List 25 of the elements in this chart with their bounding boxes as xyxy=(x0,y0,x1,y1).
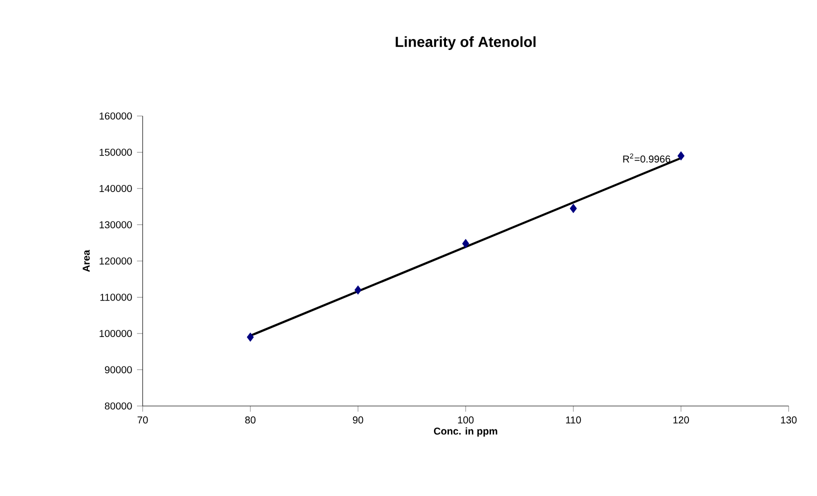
y-tick-label: 120000 xyxy=(100,257,132,265)
x-tick-label: 110 xyxy=(566,416,581,424)
y-tick-label: 110000 xyxy=(100,294,132,301)
x-tick-label: 80 xyxy=(245,416,256,424)
y-tick-label: 90000 xyxy=(104,366,132,374)
y-tick-label: 140000 xyxy=(100,184,132,192)
annotation: R$^{2}$=0.9966 xyxy=(623,154,670,163)
x-axis-title: Conc. in ppm xyxy=(434,427,498,437)
point xyxy=(354,285,362,295)
point xyxy=(570,204,577,213)
y-tick-label: 80000 xyxy=(104,402,132,410)
x-tick-label: 130 xyxy=(781,416,797,424)
x-tick-label: 90 xyxy=(352,416,364,424)
y-tick-label: 130000 xyxy=(100,221,132,228)
point xyxy=(462,239,470,248)
y-tick-label: 100000 xyxy=(100,330,132,338)
chart-title: Linearity of Atenolol xyxy=(396,36,536,50)
y-axis-title: Area xyxy=(82,250,90,272)
point xyxy=(678,151,684,160)
y-tick-label: 150000 xyxy=(100,148,132,156)
x-tick-label: 120 xyxy=(673,416,689,424)
x-tick-label: 100 xyxy=(458,416,474,424)
point xyxy=(246,332,254,342)
y-tick-label: 160000 xyxy=(100,112,132,120)
x-tick-label: 70 xyxy=(138,416,148,424)
